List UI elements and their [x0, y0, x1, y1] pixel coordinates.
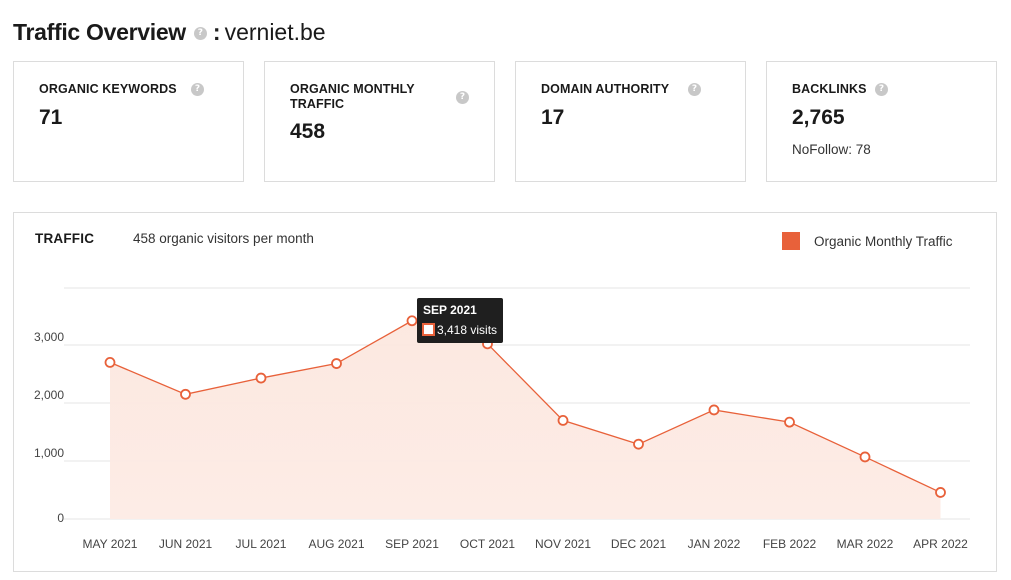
data-point[interactable] — [331, 358, 342, 369]
data-point[interactable] — [859, 451, 871, 463]
x-tick-label: JAN 2022 — [688, 537, 741, 551]
data-point[interactable] — [557, 414, 569, 426]
data-point[interactable] — [633, 438, 644, 450]
x-tick-label: JUN 2021 — [159, 537, 213, 551]
card-value: 458 — [290, 120, 326, 143]
y-tick-label: 0 — [57, 511, 64, 525]
series-line — [109, 320, 941, 494]
card-label: ORGANIC KEYWORDS — [39, 82, 177, 96]
x-tick-label: NOV 2021 — [535, 537, 591, 551]
x-tick-label: FEB 2022 — [763, 537, 817, 551]
x-tick-label: SEP 2021 — [385, 537, 439, 551]
x-tick-label: DEC 2021 — [611, 537, 667, 551]
question-circle-icon[interactable]: ? — [456, 91, 469, 104]
x-tick-label: OCT 2021 — [460, 537, 515, 551]
title-separator: : — [212, 18, 221, 45]
y-tick-label: 1,000 — [34, 446, 64, 460]
data-point[interactable] — [784, 416, 795, 428]
card-value: 71 — [39, 106, 63, 129]
traffic-subtitle: 458 organic visitors per month — [133, 231, 314, 246]
data-point[interactable] — [180, 388, 191, 400]
chart-tooltip: SEP 2021 3,418 visits — [417, 298, 503, 343]
x-tick-label: AUG 2021 — [308, 537, 364, 551]
x-tick-label: APR 2022 — [913, 537, 968, 551]
question-circle-icon[interactable]: ? — [875, 83, 888, 96]
traffic-label: TRAFFIC — [35, 231, 95, 246]
tooltip-swatch — [422, 323, 435, 336]
domain-name: verniet.be — [224, 18, 326, 45]
card-label: DOMAIN AUTHORITY — [541, 82, 670, 96]
data-point[interactable] — [935, 487, 946, 498]
question-circle-icon[interactable]: ? — [688, 83, 701, 96]
nofollow-count: NoFollow: 78 — [792, 142, 871, 157]
data-point[interactable] — [104, 356, 116, 368]
x-tick-label: JUL 2021 — [236, 537, 287, 551]
traffic-panel: TRAFFIC 458 organic visitors per month O… — [13, 212, 997, 572]
chart-legend[interactable]: Organic Monthly Traffic — [782, 232, 953, 250]
legend-label: Organic Monthly Traffic — [814, 233, 953, 249]
data-point[interactable] — [255, 372, 267, 384]
page-title: Traffic Overview — [13, 18, 186, 45]
organic-keywords-card: ORGANIC KEYWORDS ? 71 — [13, 61, 244, 182]
traffic-chart: 0 1,000 2,000 3,000 MAY 2021 JUN 2021 JUL 2021… — [34, 287, 970, 551]
card-value: 17 — [541, 106, 565, 129]
tooltip-value: 3,418 visits — [437, 323, 497, 337]
domain-authority-card: DOMAIN AUTHORITY ? 17 — [515, 61, 746, 182]
backlinks-card: BACKLINKS ? 2,765 NoFollow: 78 — [766, 61, 997, 182]
data-point[interactable] — [406, 315, 418, 327]
tooltip-title: SEP 2021 — [423, 303, 477, 317]
card-label: ORGANIC MONTHLY TRAFFIC — [290, 82, 415, 111]
y-tick-label: 2,000 — [34, 388, 64, 402]
y-tick-label: 3,000 — [34, 330, 64, 344]
x-tick-label: MAR 2022 — [837, 537, 894, 551]
organic-monthly-traffic-card: ORGANIC MONTHLY TRAFFIC ? 458 — [264, 61, 495, 182]
page-header: Traffic Overview ? : verniet.be — [13, 16, 326, 48]
series-area — [110, 320, 941, 519]
legend-swatch — [782, 232, 800, 250]
tooltip-background — [417, 298, 503, 343]
x-tick-label: MAY 2021 — [83, 537, 138, 551]
question-circle-icon[interactable]: ? — [193, 27, 207, 40]
question-circle-icon[interactable]: ? — [191, 83, 204, 96]
card-label: BACKLINKS — [792, 82, 867, 96]
data-point[interactable] — [708, 404, 720, 416]
card-value: 2,765 — [792, 106, 845, 129]
